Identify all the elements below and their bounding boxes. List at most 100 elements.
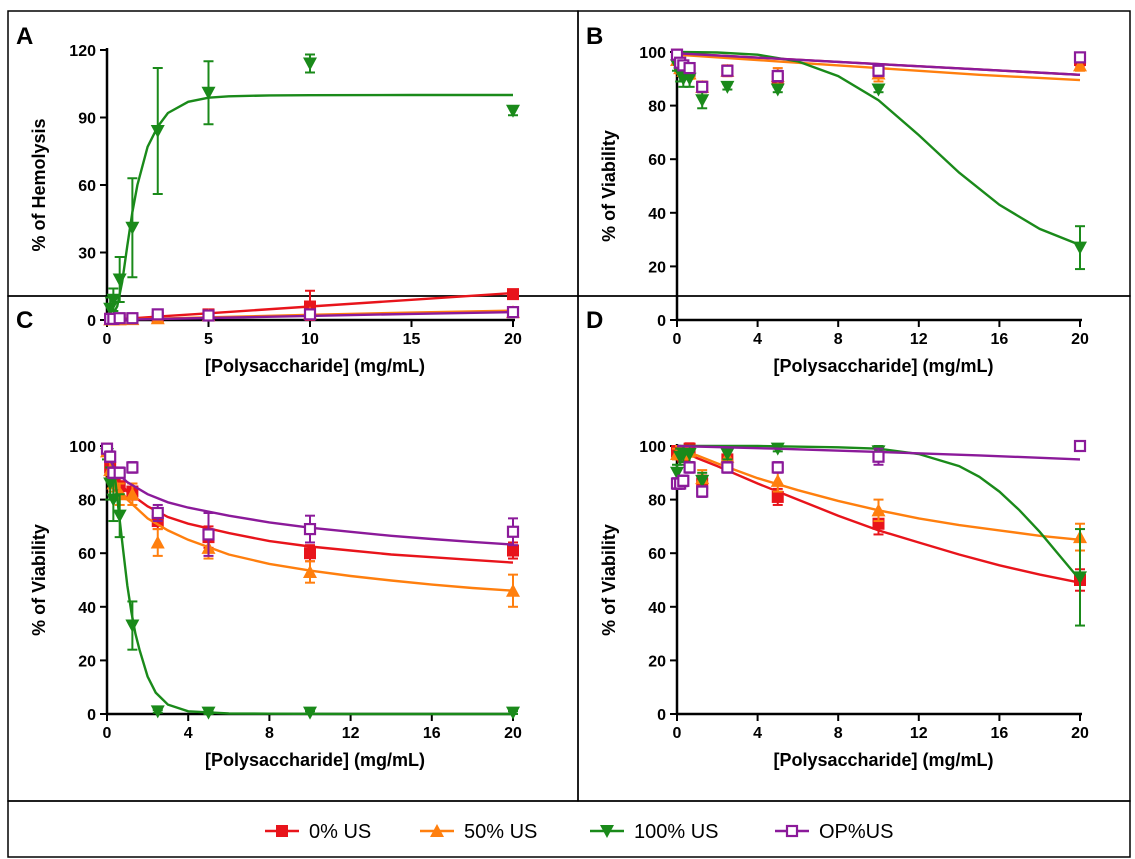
x-tick-label: 12 [910, 331, 928, 348]
data-point [696, 485, 709, 498]
data-point [696, 80, 709, 93]
x-tick-label: 4 [184, 725, 193, 742]
series-op-us [670, 48, 1087, 93]
data-point [1073, 439, 1087, 453]
data-point [720, 448, 735, 462]
y-tick-label: 100 [639, 45, 666, 62]
fit-curve [676, 52, 1081, 76]
y-tick-label: 40 [648, 600, 666, 617]
x-tick-label: 15 [403, 331, 421, 348]
y-axis-label: % of Hemolysis [29, 118, 49, 251]
legend-marker [276, 825, 288, 837]
data-point [304, 547, 316, 560]
y-axis-label: % of Viability [29, 524, 49, 636]
y-tick-label: 120 [69, 43, 96, 60]
data-point [150, 125, 165, 138]
data-point [202, 528, 215, 541]
data-point [150, 705, 165, 719]
series-100-us [670, 50, 1087, 271]
data-point [507, 288, 519, 301]
legend: 0% US 50% US 100% US OP%US [265, 821, 893, 843]
data-point [670, 466, 684, 480]
x-tick-label: 4 [753, 725, 762, 742]
x-axis-label: [Polysaccharide] (mg/mL) [773, 750, 993, 770]
x-tick-label: 0 [673, 725, 682, 742]
data-point [871, 503, 886, 517]
x-tick-label: 20 [504, 725, 522, 742]
data-point [303, 564, 317, 578]
x-tick-label: 0 [103, 725, 112, 742]
series-100-us [670, 442, 1087, 627]
data-point [112, 509, 127, 523]
data-point [106, 293, 121, 307]
data-point [506, 104, 520, 118]
data-point [506, 306, 520, 319]
legend-label: 50% US [464, 821, 537, 843]
data-point [150, 535, 165, 549]
x-tick-label: 4 [753, 331, 762, 348]
y-tick-label: 80 [648, 99, 666, 116]
data-point [201, 706, 216, 720]
x-tick-label: 5 [204, 331, 213, 348]
fit-curve [106, 291, 514, 322]
y-tick-label: 90 [78, 111, 96, 128]
data-point [871, 83, 886, 97]
data-point [303, 706, 317, 720]
legend-label: 0% US [309, 821, 371, 843]
data-point [125, 619, 140, 633]
y-tick-label: 80 [78, 493, 96, 510]
y-tick-label: 0 [657, 707, 666, 724]
panel-a: A 0 5 10 15 20 0 30 60 90 120 [Polysaccharide] (mg/… [16, 23, 522, 376]
y-tick-label: 60 [78, 178, 96, 195]
data-point [112, 273, 127, 287]
panel-letter: C [16, 307, 33, 334]
panel-letter: D [586, 307, 603, 334]
data-point [125, 487, 140, 501]
series-op-us [100, 442, 520, 557]
data-point [104, 450, 117, 463]
y-tick-label: 60 [78, 546, 96, 563]
data-point [771, 490, 784, 503]
data-point [303, 522, 317, 536]
data-point [151, 308, 164, 321]
x-tick-label: 16 [991, 725, 1009, 742]
y-tick-label: 30 [78, 246, 96, 263]
data-point [106, 493, 121, 507]
y-tick-label: 100 [69, 439, 96, 456]
data-point [770, 473, 785, 487]
x-tick-label: 8 [834, 331, 843, 348]
y-axis-label: % of Viability [599, 524, 619, 636]
data-point [771, 70, 784, 83]
data-point [683, 61, 696, 75]
y-tick-label: 0 [87, 707, 96, 724]
data-point [1073, 571, 1087, 585]
y-tick-label: 20 [648, 259, 666, 276]
y-tick-label: 40 [78, 600, 96, 617]
x-tick-label: 20 [1071, 331, 1089, 348]
x-tick-label: 16 [991, 331, 1009, 348]
panel-b: B 0 4 8 12 16 20 0 20 40 60 80 100 [Polysaccharide] (… [586, 23, 1089, 376]
legend-item: 100% US [590, 821, 719, 843]
data-point [720, 80, 735, 94]
legend-label: 100% US [634, 821, 719, 843]
y-tick-label: 0 [87, 313, 96, 330]
data-point [202, 309, 215, 322]
y-axis-label: % of Viability [599, 130, 619, 242]
y-tick-label: 20 [78, 653, 96, 670]
data-point [126, 312, 139, 325]
fit-curve [676, 447, 1081, 541]
data-point [507, 544, 519, 557]
x-tick-label: 12 [342, 725, 360, 742]
fit-curve [676, 447, 1081, 584]
x-tick-label: 0 [103, 331, 112, 348]
data-point [682, 72, 697, 86]
data-point [506, 583, 520, 597]
x-tick-label: 12 [910, 725, 928, 742]
data-point [506, 525, 520, 538]
series-100-us [100, 445, 520, 720]
data-point [151, 506, 164, 520]
series-op-us [670, 439, 1087, 498]
